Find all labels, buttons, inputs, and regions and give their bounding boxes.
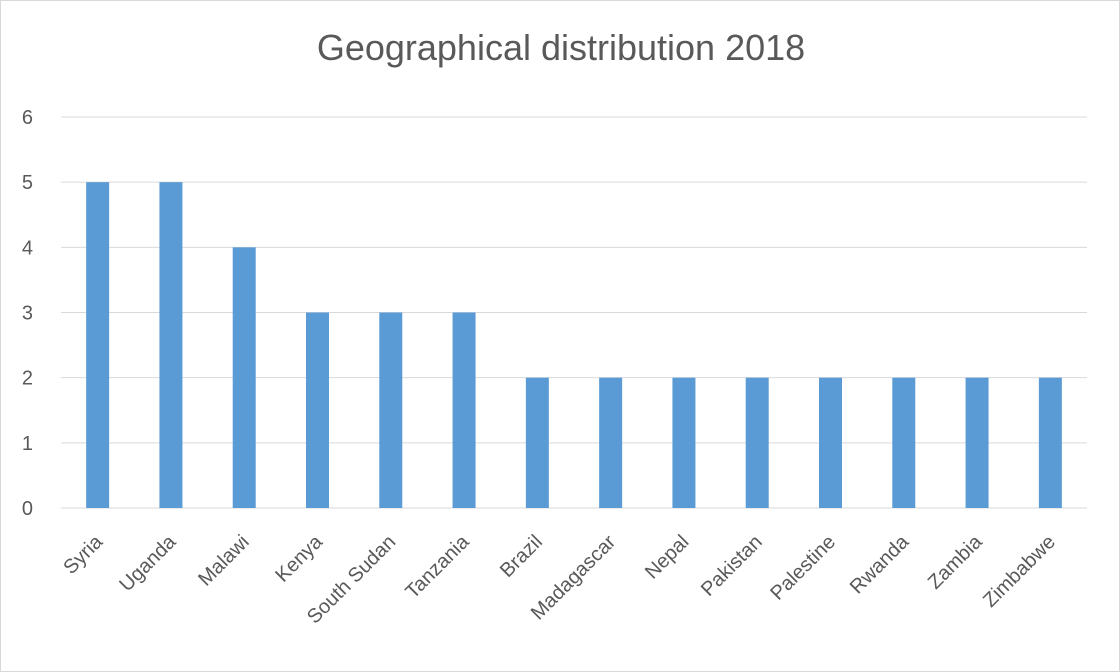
y-tick-label: 5 xyxy=(22,172,33,194)
bar-tanzania xyxy=(452,312,476,508)
bar-uganda xyxy=(159,182,183,508)
bar-rwanda xyxy=(892,377,916,508)
y-tick-label: 6 xyxy=(22,107,33,129)
bar-malawi xyxy=(232,247,256,509)
x-tick-label: Nepal xyxy=(641,531,694,584)
x-tick-label: Pakistan xyxy=(697,531,767,601)
x-tick-label: Zambia xyxy=(924,530,987,593)
x-tick-label: Malawi xyxy=(194,531,254,591)
bar-madagascar xyxy=(599,377,623,508)
x-tick-label: Rwanda xyxy=(846,530,914,598)
bar-south-sudan xyxy=(379,312,403,508)
x-tick-label: Zimbabwe xyxy=(979,531,1060,612)
bar-nepal xyxy=(672,377,696,508)
y-tick-label: 0 xyxy=(22,498,33,520)
x-tick-label: Kenya xyxy=(271,530,327,586)
bar-palestine xyxy=(819,377,842,508)
x-tick-label: Tanzania xyxy=(401,530,474,603)
bar-pakistan xyxy=(745,377,769,508)
x-tick-label: Syria xyxy=(59,530,107,578)
bar-zambia xyxy=(965,377,989,508)
bar-brazil xyxy=(525,377,549,508)
x-tick-label: Palestine xyxy=(766,531,840,605)
bar-syria xyxy=(86,182,110,508)
chart-title: Geographical distribution 2018 xyxy=(316,27,806,68)
bar-kenya xyxy=(306,312,329,508)
y-tick-label: 4 xyxy=(22,237,33,259)
y-tick-label: 1 xyxy=(22,433,33,455)
x-tick-label: Uganda xyxy=(115,530,181,596)
y-tick-label: 3 xyxy=(22,303,33,325)
x-tick-label: Brazil xyxy=(496,531,547,582)
y-tick-label: 2 xyxy=(22,368,33,390)
bar-zimbabwe xyxy=(1038,377,1062,508)
